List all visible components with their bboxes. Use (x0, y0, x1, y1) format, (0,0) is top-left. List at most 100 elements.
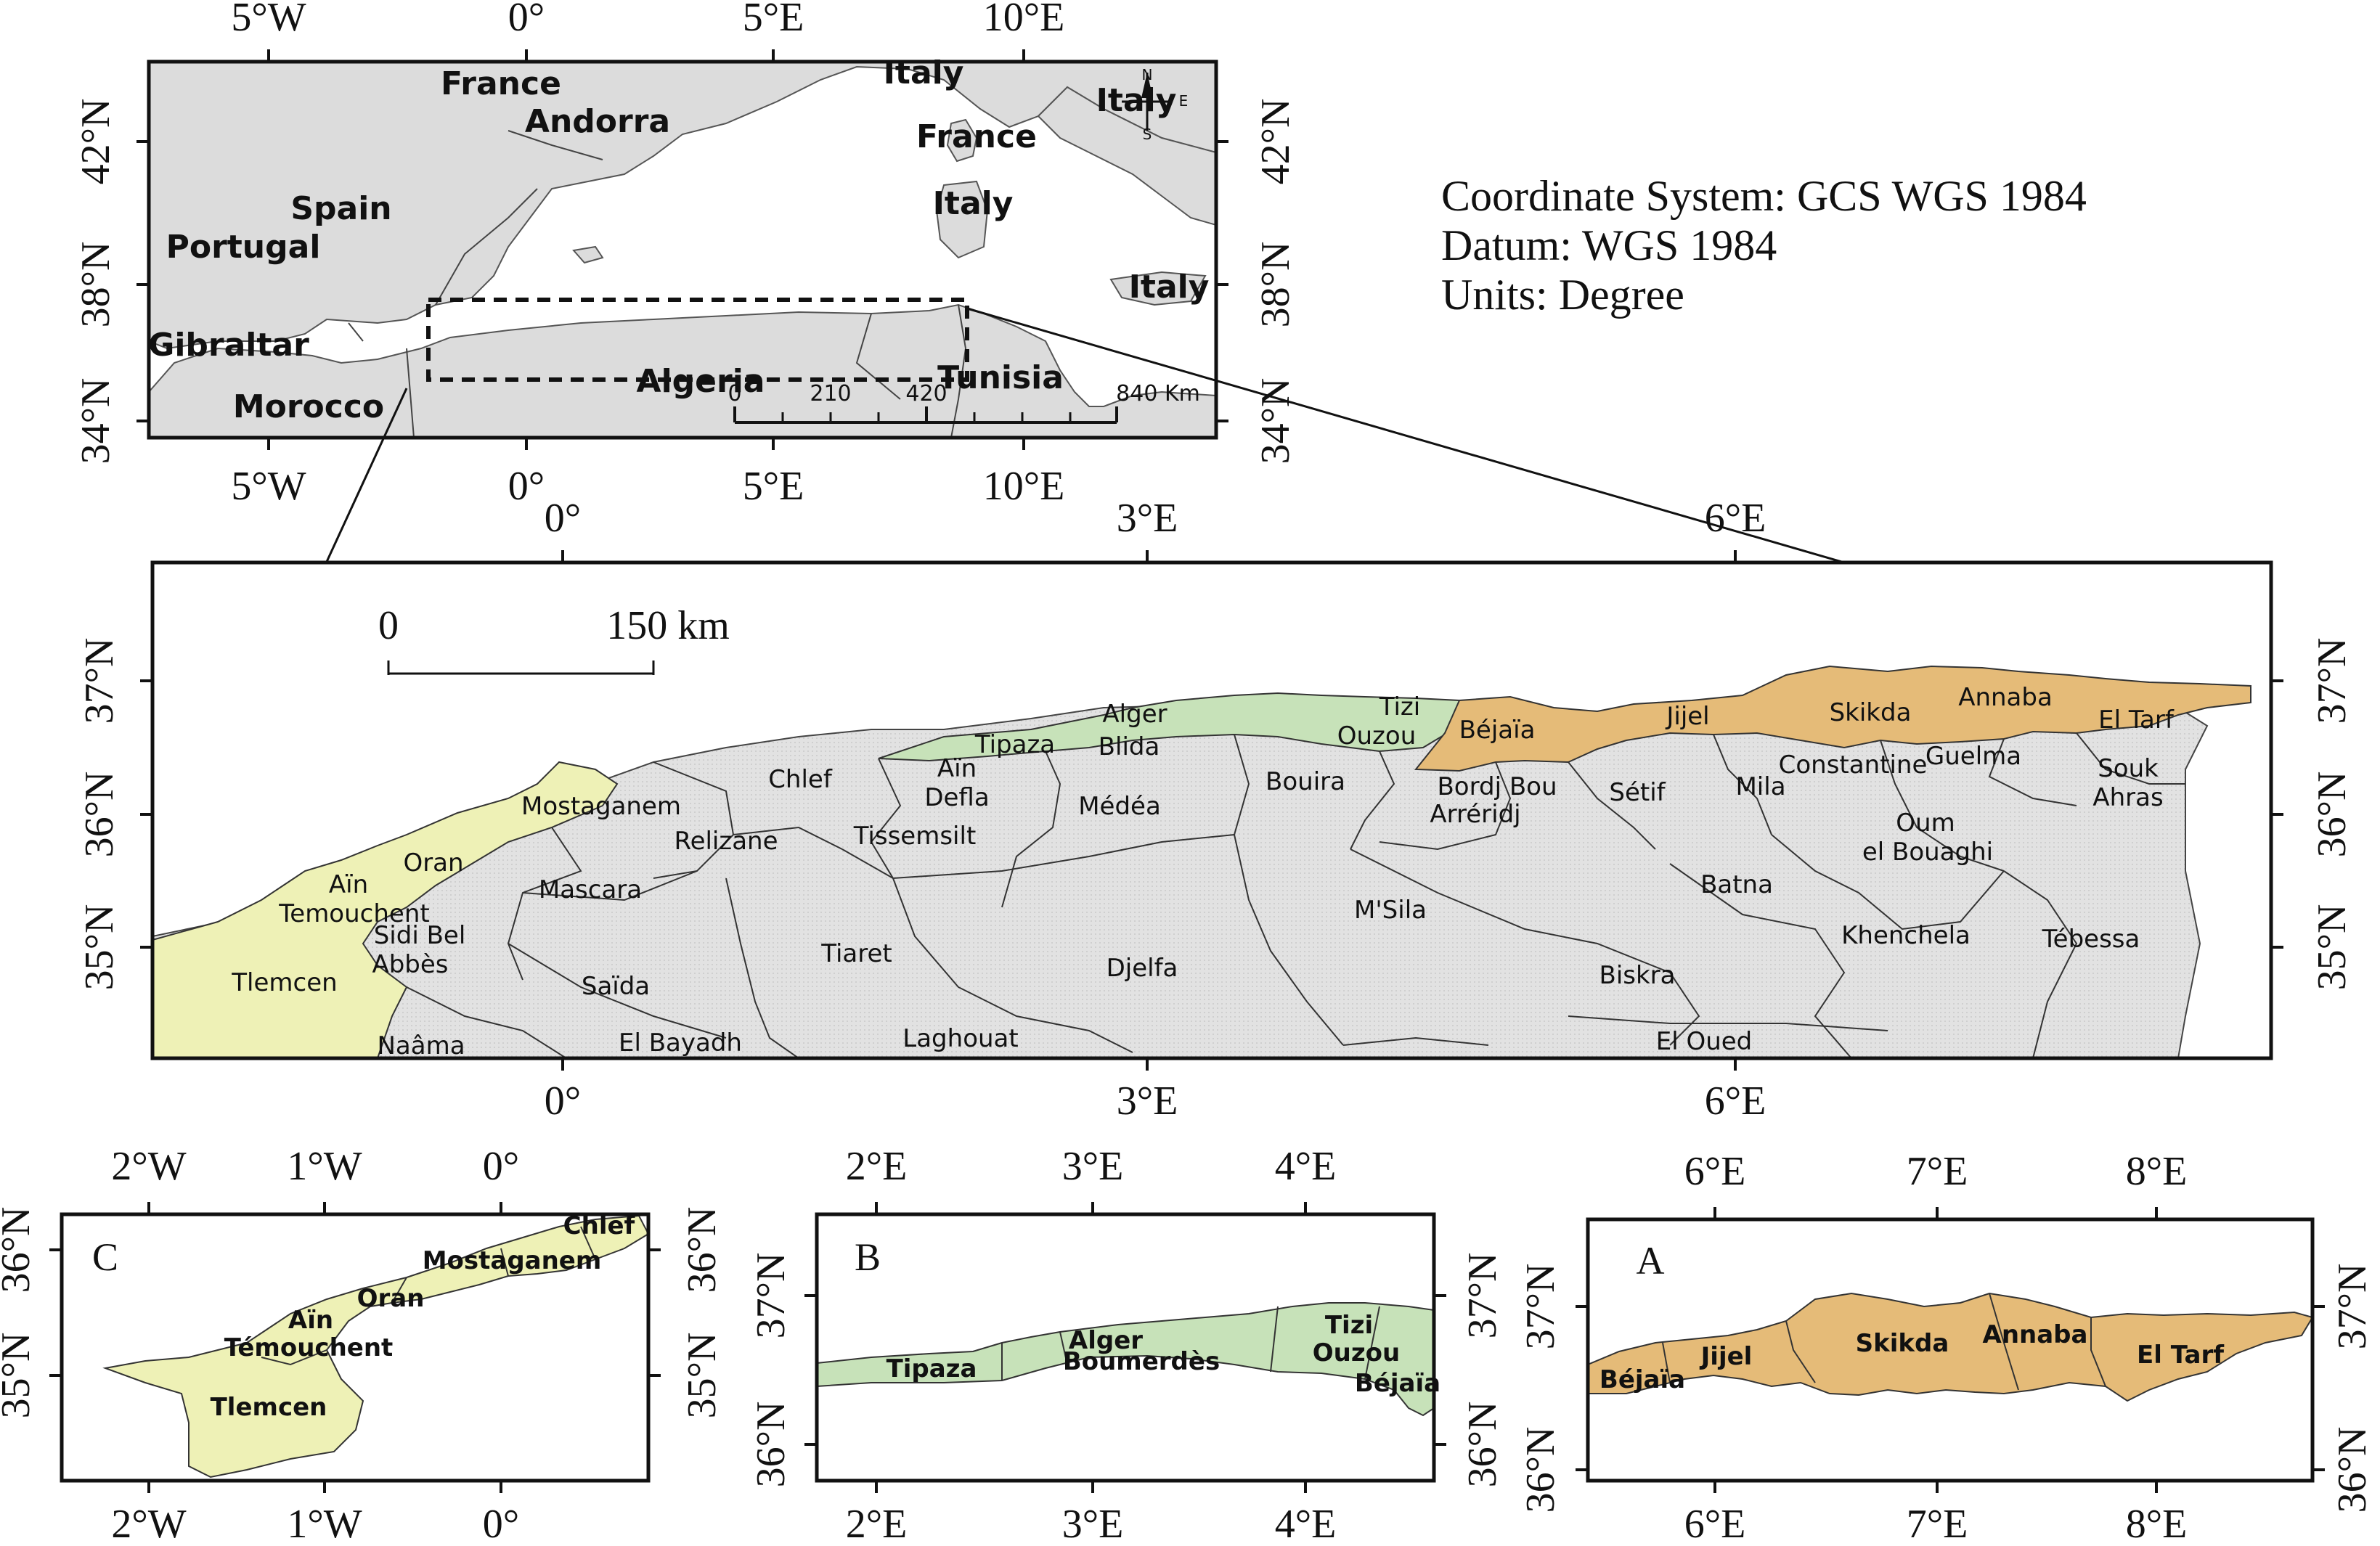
wilaya-label: Laghouat (902, 1024, 1018, 1053)
country-label: Tunisia (937, 359, 1064, 396)
panel-b-center: B Tipaza Alger Boumerdès Tizi Ouzou Béja… (749, 1144, 1505, 1546)
scale-label: 840 Km (1116, 381, 1200, 406)
scale-label: 0 (378, 603, 399, 648)
wilaya-label: Mostaganem (521, 792, 681, 821)
wilaya-label: Tizi (1379, 692, 1420, 721)
tick-label: 0° (483, 1502, 519, 1546)
tick-label: 37°N (1518, 1264, 1563, 1350)
tick-label: 2°E (846, 1144, 908, 1189)
wilaya-label: Saïda (582, 972, 650, 1001)
tick-label: 6°E (1684, 1502, 1746, 1546)
wilaya-label: Tlemcen (231, 968, 337, 997)
wilaya-label: Annaba (1983, 1320, 2088, 1349)
balearic-land (572, 245, 604, 264)
tick-label: 6°E (1705, 1079, 1766, 1124)
tick-label: 0° (508, 0, 545, 40)
tick-label: 4°E (1275, 1144, 1337, 1189)
study-area-box (426, 298, 969, 382)
east-letter: E (1179, 92, 1189, 110)
main-scale-bar: 0 150 km (378, 603, 730, 675)
country-label: France (916, 118, 1037, 155)
wilaya-label: Chlef (563, 1211, 636, 1240)
country-label: Portugal (166, 229, 321, 266)
wilaya-label: El Tarf (2137, 1341, 2225, 1370)
tick-label: 36°N (2310, 772, 2355, 858)
scale-label: 420 (905, 381, 947, 406)
tick-label: 36°N (1460, 1402, 1505, 1488)
tick-label: 38°N (73, 242, 118, 328)
tick-label: 7°E (1907, 1149, 1968, 1194)
tick-label: 3°E (1062, 1502, 1124, 1546)
wilaya-label: Constantine (1779, 750, 1928, 780)
tick-label: 10°E (983, 464, 1065, 509)
wilaya-label: Djelfa (1107, 954, 1178, 983)
sardinia-land (935, 180, 989, 259)
country-label: Spain (290, 190, 391, 227)
tick-label: 0° (545, 1079, 581, 1124)
tick-label: 1°W (287, 1144, 362, 1189)
wilaya-label: El Bayadh (619, 1028, 742, 1058)
wilaya-label: Alger (1102, 700, 1167, 729)
wilaya-label: Arréridj (1430, 800, 1520, 829)
inset-scale-bar: 0 210 420 840 Km (728, 381, 1200, 424)
panel-letter: B (855, 1235, 881, 1279)
tick-label: 36°N (0, 1207, 38, 1293)
wilaya-label: Chlef (768, 765, 833, 794)
country-label: Morocco (233, 388, 384, 425)
tick-label: 42°N (1253, 99, 1298, 185)
wilaya-label: Ahras (2092, 783, 2163, 812)
country-label: France (441, 65, 561, 102)
tick-label: 4°E (1275, 1502, 1337, 1546)
wilaya-label: Alger (1069, 1326, 1143, 1355)
wilaya-label: Tipaza (887, 1354, 977, 1383)
wilaya-label: Mascara (539, 875, 642, 904)
coordinate-legend: Coordinate System: GCS WGS 1984 Datum: W… (1441, 172, 2087, 319)
wilaya-label: Defla (924, 783, 989, 812)
tick-label: 10°E (983, 0, 1065, 40)
wilaya-label: Tipaza (974, 730, 1055, 759)
tick-label: 0° (545, 496, 581, 541)
panel-letter: C (92, 1235, 118, 1279)
corsica-land (946, 118, 978, 163)
wilaya-label: Mila (1735, 772, 1785, 801)
tick-label: 35°N (0, 1333, 38, 1419)
tick-label: 2°W (111, 1144, 186, 1189)
tick-label: 36°N (680, 1207, 725, 1293)
tick-label: 3°E (1117, 1079, 1178, 1124)
tick-label: 8°E (2126, 1149, 2188, 1194)
italy-land (1037, 86, 1216, 226)
wilaya-label: Médéa (1078, 792, 1161, 821)
wilaya-label: Skikda (1856, 1329, 1949, 1358)
wilaya-label: Béjaïa (1599, 1365, 1685, 1394)
tick-label: 36°N (749, 1402, 794, 1488)
scale-label: 0 (728, 381, 741, 406)
tick-label: 35°N (77, 904, 122, 991)
wilaya-label: Témouchent (224, 1333, 394, 1362)
tick-label: 1°W (287, 1502, 362, 1546)
wilaya-label: Aïn (937, 754, 977, 783)
wilaya-label: Blida (1099, 732, 1160, 761)
scale-label: 210 (810, 381, 851, 406)
wilaya-label: Guelma (1925, 742, 2021, 771)
scale-label: 150 km (606, 603, 730, 648)
wilaya-label: el Bouaghi (1862, 838, 1993, 867)
south-letter: S (1143, 126, 1152, 143)
tick-label: 7°E (1907, 1502, 1968, 1546)
tick-label: 3°E (1062, 1144, 1124, 1189)
country-label: Italy (884, 54, 964, 91)
wilaya-label: Boumerdès (1063, 1347, 1220, 1376)
tick-label: 5°E (743, 0, 804, 40)
tick-label: 37°N (2330, 1264, 2375, 1350)
tick-label: 37°N (749, 1253, 794, 1339)
tick-label: 6°E (1705, 496, 1766, 541)
north-arrow-icon: N E S (1122, 66, 1188, 143)
tick-label: 37°N (2310, 638, 2355, 724)
legend-line: Coordinate System: GCS WGS 1984 (1441, 172, 2087, 220)
tick-label: 6°E (1684, 1149, 1746, 1194)
wilaya-label: El Oued (1656, 1027, 1753, 1056)
wilaya-label: Béjaïa (1459, 716, 1536, 745)
panel-a-east: A Béjaïa Jijel Skikda Annaba El Tarf 6°E… (1518, 1149, 2375, 1546)
wilaya-label: Tlemcen (211, 1393, 327, 1422)
west-zone (152, 761, 619, 1058)
tick-label: 0° (483, 1144, 519, 1189)
